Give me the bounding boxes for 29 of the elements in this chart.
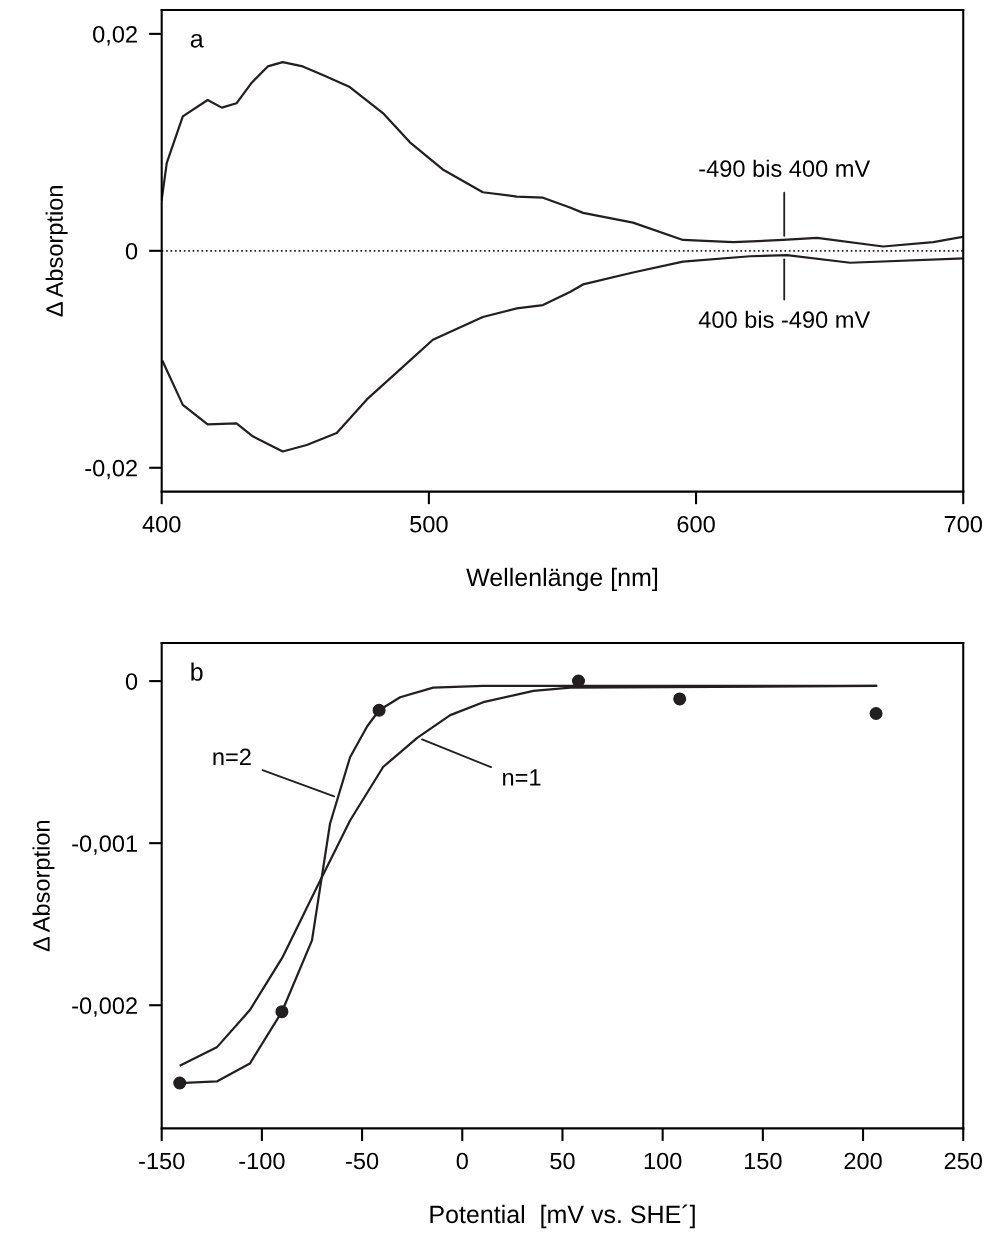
x-tick-label: 400 — [142, 515, 181, 533]
annotation: n=1 — [503, 769, 541, 786]
x-tick-label: 250 — [944, 1152, 983, 1170]
x-tick-label: 500 — [410, 515, 448, 533]
y-tick-label: -0,002 — [72, 997, 137, 1017]
x-tick-label: 600 — [677, 515, 715, 533]
x-tick-label: 150 — [744, 1152, 782, 1170]
annotation: -490 bis 400 mV — [699, 159, 871, 177]
x-tick-label: 700 — [944, 515, 983, 533]
y-tick-label: 0 — [125, 242, 138, 260]
x-tick-label: 50 — [550, 1152, 575, 1170]
x-tick-label: -150 — [139, 1152, 185, 1170]
x-tick-label: -50 — [346, 1152, 379, 1170]
y-axis-title: Δ Absorption — [32, 820, 55, 952]
y-axis-title: Δ Absorption — [45, 186, 68, 317]
annotation: a — [190, 33, 204, 48]
x-tick-label: 100 — [644, 1152, 682, 1170]
x-tick-label: -100 — [239, 1152, 285, 1170]
y-tick-label: 0 — [125, 673, 138, 690]
y-tick-label: -0,02 — [85, 459, 137, 480]
annotation: 400 bis -490 mV — [698, 310, 871, 329]
y-tick-label: -0,001 — [72, 835, 137, 855]
x-tick-label: 200 — [844, 1152, 882, 1170]
x-axis-title: Potential [mV vs. SHE´] — [430, 1204, 695, 1229]
y-tick-label: 0,02 — [93, 25, 137, 46]
x-axis-title: Wellenlänge [nm] — [466, 567, 658, 592]
annotation: b — [191, 662, 203, 681]
x-tick-label: 0 — [456, 1152, 468, 1170]
annotation: n=2 — [213, 748, 251, 765]
